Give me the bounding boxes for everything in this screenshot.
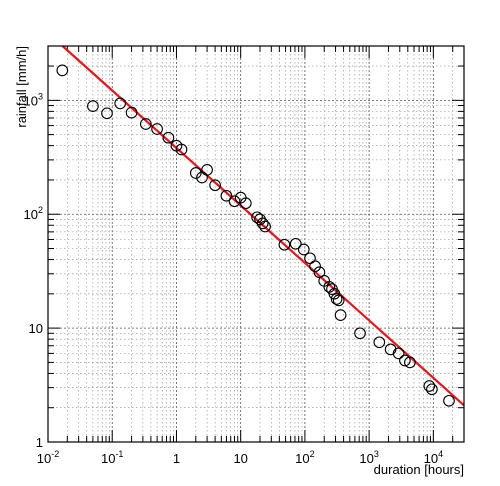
data-point — [443, 394, 455, 407]
data-point — [220, 189, 233, 202]
data-point — [399, 354, 411, 367]
data-point — [101, 107, 113, 120]
data-point — [139, 118, 152, 130]
x-tick-label: 10-1 — [101, 449, 123, 466]
x-tick-label: 1 — [173, 451, 180, 466]
data-point — [392, 347, 405, 360]
data-point — [114, 97, 127, 110]
y-tick-label: 1 — [36, 435, 43, 450]
data-point — [373, 336, 386, 349]
fit-line — [61, 45, 465, 407]
y-tick-label: 102 — [24, 205, 43, 222]
x-tick-label: 102 — [295, 449, 314, 466]
plot-frame — [47, 45, 465, 443]
data-point — [162, 131, 175, 144]
data-point — [239, 197, 252, 210]
data-point — [426, 383, 438, 396]
data-point — [309, 260, 321, 273]
data-point — [209, 179, 221, 192]
y-axis-title: rainfall [mm/h] — [14, 46, 29, 128]
x-axis-title: duration [hours] — [374, 462, 464, 477]
x-tick-label: 10 — [233, 451, 247, 466]
y-tick-labels: 1 10 102 103 — [24, 91, 43, 450]
data-point — [332, 294, 345, 307]
data-point — [151, 123, 163, 135]
y-tick-label: 103 — [24, 91, 43, 108]
x-tick-labels: 10-2 10-1 1 10 102 103 104 — [37, 449, 443, 466]
grid — [48, 46, 464, 442]
data-point — [278, 238, 291, 251]
data-point — [289, 237, 302, 250]
data-point — [404, 356, 416, 369]
y-tick-label: 10 — [29, 321, 43, 336]
data-point — [297, 243, 310, 256]
x-tick-label: 104 — [424, 449, 443, 466]
data-point — [256, 217, 269, 230]
x-tick-label: 103 — [359, 449, 378, 466]
data-point — [328, 287, 341, 300]
fit-line-group — [61, 45, 465, 407]
data-point — [56, 64, 69, 77]
data-point — [228, 195, 241, 208]
data-point — [334, 309, 347, 321]
data-point — [201, 164, 213, 176]
x-tick-label: 10-2 — [37, 449, 59, 466]
data-point — [384, 343, 397, 356]
data-point — [189, 167, 202, 179]
data-point — [330, 293, 343, 305]
data-point — [304, 252, 316, 265]
data-point — [87, 100, 99, 112]
data-point — [423, 380, 436, 392]
data-point — [175, 143, 188, 156]
data-point — [125, 106, 138, 119]
data-points — [56, 64, 455, 407]
data-point — [354, 327, 366, 340]
data-point — [313, 266, 326, 279]
data-point — [259, 220, 271, 233]
